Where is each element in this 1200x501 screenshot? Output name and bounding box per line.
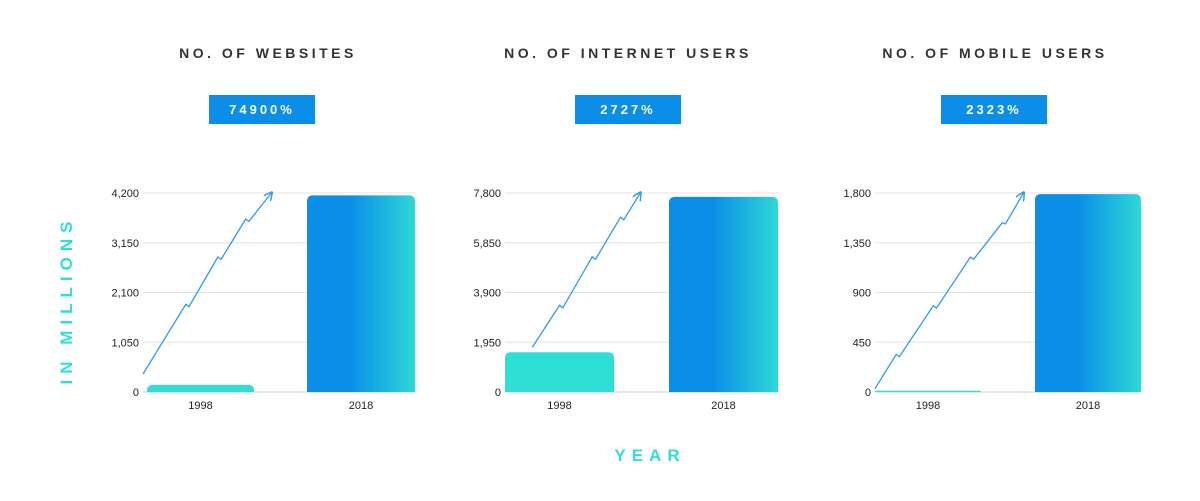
chart-title: NO. OF MOBILE USERS xyxy=(882,45,1107,61)
y-tick-label: 5,850 xyxy=(473,238,501,250)
percentage-badge-bg xyxy=(575,95,681,124)
y-tick-label: 450 xyxy=(853,337,871,349)
chart-panel-websites: NO. OF WEBSITES 74900% 0 1,050 2,100 3,150 4… xyxy=(111,45,415,412)
bar-2018 xyxy=(669,196,778,392)
percentage-badge-bg xyxy=(941,95,1047,124)
chart-title: NO. OF INTERNET USERS xyxy=(504,45,752,61)
y-tick-label: 1,350 xyxy=(843,238,871,250)
bar-2018 xyxy=(1035,194,1141,392)
y-tick-label: 3,150 xyxy=(111,238,139,250)
percentage-badge: 2323% xyxy=(966,102,1021,117)
bar-1998 xyxy=(875,390,981,392)
y-tick-label: 1,950 xyxy=(473,337,501,349)
percentage-badge-bg xyxy=(209,95,315,124)
y-axis-label: IN MILLIONS xyxy=(57,216,76,385)
y-tick-label: 900 xyxy=(853,288,871,300)
x-axis-label: YEAR xyxy=(614,446,685,465)
growth-arrow xyxy=(531,193,640,348)
bar-1998 xyxy=(505,352,614,392)
chart-title: NO. OF WEBSITES xyxy=(179,45,357,61)
growth-arrow xyxy=(142,193,271,375)
y-tick-label: 2,100 xyxy=(111,288,139,300)
bar-1998 xyxy=(147,384,254,392)
x-tick-label: 1998 xyxy=(547,400,571,412)
x-tick-label: 1998 xyxy=(916,400,940,412)
x-tick-label: 2018 xyxy=(711,400,735,412)
y-tick-label: 7,800 xyxy=(473,188,501,200)
percentage-badge: 2727% xyxy=(600,102,655,117)
y-tick-label: 1,050 xyxy=(111,337,139,349)
x-tick-label: 1998 xyxy=(188,400,212,412)
percentage-badge: 74900% xyxy=(229,102,295,117)
y-tick-label: 3,900 xyxy=(473,288,501,300)
y-tick-label: 4,200 xyxy=(111,188,139,200)
y-tick-label: 0 xyxy=(865,387,871,399)
chart-panel-internet-users: NO. OF INTERNET USERS 2727% 0 1,950 3,900 5… xyxy=(473,45,778,412)
bar-2018 xyxy=(307,195,415,392)
y-tick-label: 0 xyxy=(133,387,139,399)
chart-panel-mobile-users: NO. OF MOBILE USERS 2323% 0 450 900 1,350 1,… xyxy=(843,45,1141,412)
growth-arrow xyxy=(874,193,1023,390)
y-tick-label: 0 xyxy=(495,387,501,399)
x-tick-label: 2018 xyxy=(1076,400,1100,412)
x-tick-label: 2018 xyxy=(349,400,373,412)
y-tick-label: 1,800 xyxy=(843,188,871,200)
